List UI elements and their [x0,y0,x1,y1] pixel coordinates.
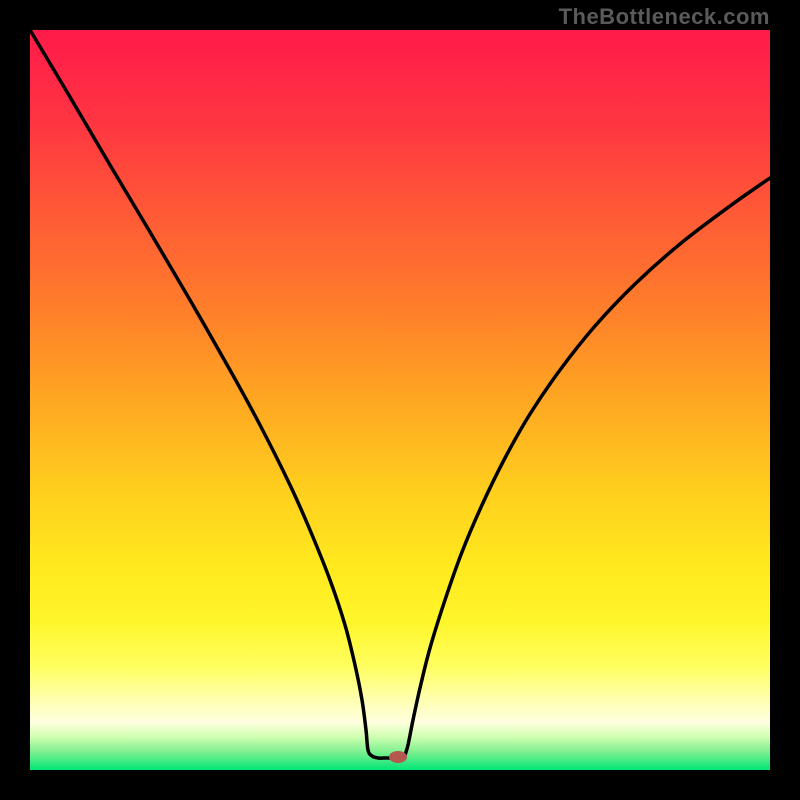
chart-container: TheBottleneck.com [0,0,800,800]
watermark-text: TheBottleneck.com [559,4,770,30]
bottleneck-marker [389,751,407,763]
plot-area [30,30,770,770]
